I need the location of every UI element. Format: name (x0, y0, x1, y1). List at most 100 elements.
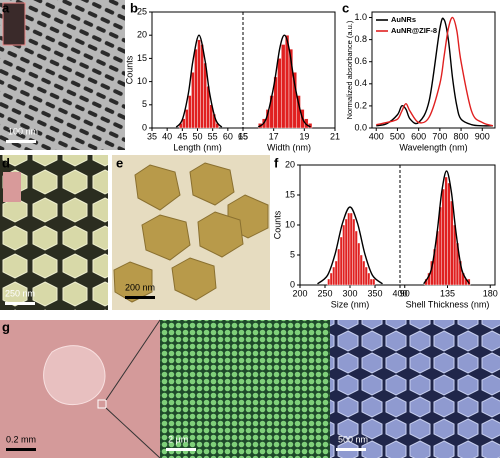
x-tick-label: 65 (238, 131, 248, 141)
bar (185, 109, 189, 129)
x-tick-label: 250 (317, 288, 332, 298)
bar (342, 224, 346, 286)
x-tick-label: 180 (483, 288, 498, 298)
fit-curve (257, 34, 311, 128)
x-tick-label: 40 (162, 131, 172, 141)
x-tick-label: 35 (147, 131, 157, 141)
scale-bar (166, 448, 196, 451)
zoom-line (105, 319, 161, 401)
bar (337, 248, 341, 286)
bar (344, 218, 348, 286)
bar (188, 95, 192, 129)
inset-a (2, 2, 26, 46)
x-axis-label: Shell Thickness (nm) (406, 299, 490, 309)
scale-bar (125, 296, 155, 299)
x-tick-label: 200 (292, 288, 307, 298)
legend-label: AuNRs (391, 15, 416, 24)
scale-bar (336, 448, 366, 451)
particle-blob (43, 345, 106, 406)
plot-frame (371, 11, 496, 129)
scale-label: 250 nm (5, 288, 35, 298)
x-tick-label: 400 (369, 131, 384, 141)
bar (197, 39, 201, 129)
y-tick-label: 25 (137, 6, 147, 16)
y-tick-label: 10 (285, 219, 295, 229)
y-tick-label: 0.4 (354, 78, 367, 88)
bar (450, 200, 454, 286)
bar (332, 266, 336, 286)
bar (362, 260, 366, 286)
y-tick-label: 10 (137, 76, 147, 86)
y-tick-label: 15 (137, 53, 147, 63)
x-axis-label: Size (nm) (331, 299, 370, 309)
zoom-line (105, 407, 161, 458)
bar (364, 266, 368, 286)
panel-label: d (2, 155, 10, 170)
x-tick-label: 45 (177, 131, 187, 141)
scale-bar (6, 448, 36, 451)
y-axis-label: Counts (124, 55, 134, 84)
y-tick-label: 0.6 (354, 56, 367, 66)
scale-label: 0.2 mm (6, 434, 36, 444)
fit-curve (317, 206, 383, 285)
panel-label: c (342, 0, 349, 15)
fit-curve (423, 170, 470, 285)
bar (441, 188, 445, 286)
bar (277, 58, 282, 129)
y-tick-label: 0 (290, 279, 295, 289)
y-tick-label: 1.0 (354, 12, 367, 22)
x-tick-label: 15 (238, 131, 248, 141)
y-tick-label: 5 (290, 249, 295, 259)
x-axis-label: Wavelength (nm) (399, 142, 467, 152)
x-tick-label: 400 (392, 288, 407, 298)
x-axis-label: Width (nm) (267, 142, 311, 152)
particles (113, 162, 269, 303)
x-tick-label: 350 (367, 288, 382, 298)
scale-label: 200 nm (125, 282, 155, 292)
legend-label: AuNR@ZIF-8 (391, 26, 437, 35)
y-tick-label: 0.8 (354, 34, 367, 44)
x-tick-label: 700 (432, 131, 447, 141)
x-tick-label: 19 (299, 131, 309, 141)
x-tick-label: 135 (440, 288, 455, 298)
x-tick-label: 90 (400, 288, 410, 298)
x-tick-label: 800 (454, 131, 469, 141)
series-line (376, 17, 493, 127)
scale-label: 500 nm (338, 434, 368, 444)
scale-bar (5, 302, 35, 305)
y-tick-label: 15 (285, 189, 295, 199)
bar (359, 254, 363, 286)
bar (372, 278, 376, 286)
y-tick-label: 20 (137, 30, 147, 40)
panel-label: a (2, 0, 10, 15)
bar (447, 182, 451, 286)
scale-label: 100 nm (8, 126, 38, 136)
y-axis-label: Counts (272, 210, 282, 239)
bar (284, 35, 290, 129)
x-tick-label: 600 (411, 131, 426, 141)
inset-d (3, 172, 21, 202)
bar (327, 278, 331, 286)
y-tick-label: 0.0 (354, 122, 367, 132)
bar (329, 272, 333, 286)
x-tick-label: 50 (192, 131, 202, 141)
plot-frame (299, 164, 496, 286)
bar (281, 44, 286, 129)
x-tick-label: 300 (342, 288, 357, 298)
micrograph-g3 (330, 320, 500, 458)
y-axis-label: Normalized absorbance (a.u.) (345, 20, 354, 119)
panel-label: e (116, 155, 123, 170)
micrograph-g2 (160, 320, 330, 458)
bar (200, 44, 204, 129)
bar (334, 260, 338, 286)
bar (444, 176, 448, 286)
x-tick-label: 55 (208, 131, 218, 141)
bar (367, 272, 371, 286)
bar (369, 278, 373, 286)
bar (357, 242, 361, 286)
zoom-box (97, 399, 107, 409)
x-axis-label: Length (nm) (173, 142, 222, 152)
series-line (376, 16, 494, 127)
scale-label: 2 µm (168, 434, 188, 444)
